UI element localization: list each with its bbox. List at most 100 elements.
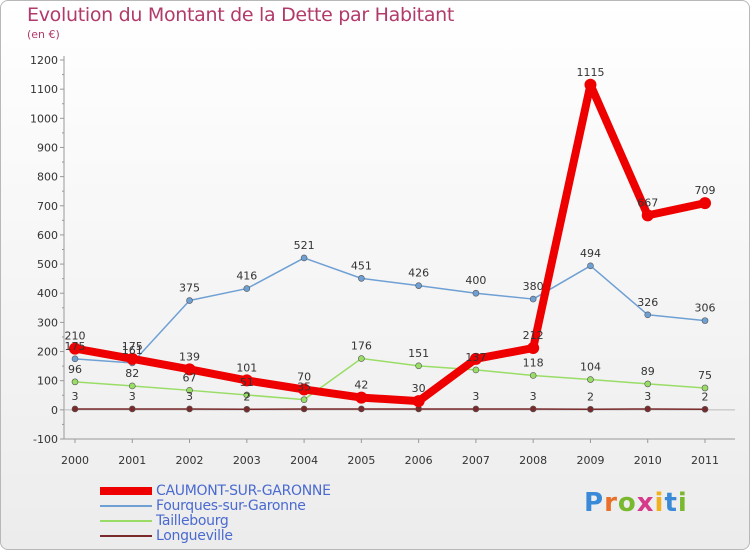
proxiti-logo: Proxiti	[584, 488, 688, 518]
logo-letter: o	[617, 488, 637, 518]
data-point	[529, 405, 537, 413]
x-tick-label: 2011	[691, 454, 719, 467]
data-label: 667	[637, 196, 658, 209]
data-point	[243, 405, 251, 413]
data-label: 176	[351, 340, 372, 353]
data-label: 67	[183, 371, 197, 384]
data-point	[701, 317, 709, 324]
series-line-caumont-sur-garonne	[71, 80, 709, 406]
data-label: 426	[408, 267, 429, 280]
data-label: 2	[702, 390, 709, 403]
logo-letter: r	[604, 488, 618, 518]
data-label: 101	[236, 361, 257, 374]
logo-letter: P	[584, 488, 605, 518]
x-tick-label: 2005	[347, 454, 375, 467]
data-point	[644, 380, 652, 388]
data-point	[469, 352, 482, 365]
y-tick-label: 0	[51, 404, 58, 417]
data-point	[355, 391, 368, 404]
data-point	[587, 262, 594, 270]
data-label: 3	[72, 390, 79, 403]
data-point	[472, 405, 480, 413]
data-point	[584, 78, 597, 91]
data-label: 416	[236, 270, 257, 283]
y-tick-label: 400	[37, 287, 58, 300]
x-tick-label: 2002	[176, 454, 204, 467]
y-tick-label: 1000	[30, 112, 58, 125]
data-point	[699, 197, 711, 210]
legend-label: CAUMONT-SUR-GARONNE	[156, 483, 331, 499]
data-point	[183, 363, 196, 376]
legend-swatch	[100, 487, 152, 495]
data-label: 326	[637, 296, 658, 309]
series-line-taillebourg	[74, 357, 706, 401]
data-point	[527, 342, 540, 355]
x-tick-label: 2009	[576, 454, 604, 467]
data-label: 96	[68, 363, 82, 376]
data-label: 3	[644, 390, 651, 403]
data-point	[644, 405, 652, 413]
data-label: 494	[580, 247, 601, 260]
legend-swatch	[100, 520, 152, 522]
data-point	[412, 395, 425, 408]
data-point	[358, 275, 365, 282]
data-point	[128, 405, 136, 413]
data-label: 104	[580, 361, 601, 374]
data-label: 42	[354, 379, 368, 392]
x-tick-label: 2010	[634, 454, 662, 467]
data-point	[701, 384, 709, 392]
data-point	[300, 254, 308, 262]
data-label: 212	[523, 329, 544, 342]
x-tick-label: 2001	[118, 454, 146, 467]
y-tick-label: 1100	[30, 83, 58, 96]
data-label: 3	[129, 390, 136, 403]
y-tick-label: 1200	[30, 54, 58, 67]
data-point	[641, 209, 654, 222]
data-label: 210	[65, 330, 86, 343]
data-label: 139	[179, 350, 200, 363]
data-point	[529, 372, 537, 379]
y-tick-label: 300	[37, 316, 58, 329]
data-point	[644, 311, 652, 319]
data-label: 35	[297, 381, 311, 394]
data-point	[300, 396, 308, 403]
y-tick-label: 100	[37, 375, 58, 388]
data-point	[358, 355, 365, 362]
data-label: 375	[179, 282, 200, 295]
data-label: 3	[530, 390, 537, 403]
data-label: 161	[122, 344, 143, 357]
data-point	[69, 342, 81, 355]
data-label: 89	[641, 365, 655, 378]
data-label: 75	[698, 369, 712, 382]
data-point	[472, 366, 480, 374]
x-tick-label: 2008	[519, 454, 547, 467]
legend-swatch	[100, 505, 152, 507]
series-line-fourques-sur-garonne	[74, 257, 706, 364]
data-label: 451	[351, 259, 372, 272]
data-point	[71, 405, 79, 413]
data-label: 380	[523, 280, 544, 293]
x-tick-label: 2000	[61, 454, 89, 467]
data-label: 1115	[576, 66, 604, 79]
y-tick-label: 800	[37, 171, 58, 184]
data-point	[186, 297, 193, 304]
data-label: 137	[465, 351, 486, 364]
data-point	[298, 383, 311, 396]
legend-label: Longueville	[156, 528, 233, 544]
data-label: 175	[65, 340, 86, 353]
data-point	[472, 289, 480, 297]
legend-swatch	[100, 535, 152, 537]
data-point	[415, 362, 422, 370]
y-tick-label: 200	[37, 346, 58, 359]
legend-label: Taillebourg	[156, 513, 229, 529]
data-point	[71, 378, 79, 386]
data-label: 3	[472, 390, 479, 403]
data-point	[243, 391, 251, 399]
data-label: 82	[125, 367, 139, 380]
logo-letter: x	[636, 488, 655, 518]
x-tick-label: 2004	[290, 454, 318, 467]
x-tick-label: 2007	[462, 454, 490, 467]
data-point	[358, 405, 365, 413]
